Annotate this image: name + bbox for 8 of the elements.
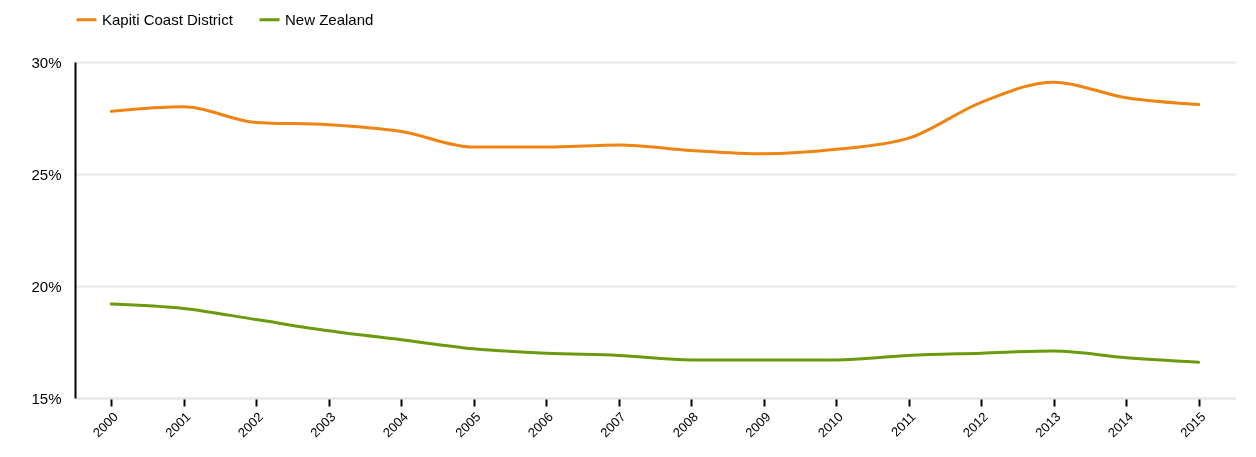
legend-label: Kapiti Coast District bbox=[102, 10, 234, 28]
y-tick-label: 20% bbox=[31, 277, 62, 295]
y-tick-label: 25% bbox=[31, 165, 62, 183]
y-tick-label: 15% bbox=[31, 389, 62, 407]
legend-label: New Zealand bbox=[285, 10, 374, 28]
y-tick-label: 30% bbox=[31, 53, 62, 71]
line-series bbox=[109, 302, 1201, 364]
line-series bbox=[109, 80, 1201, 156]
